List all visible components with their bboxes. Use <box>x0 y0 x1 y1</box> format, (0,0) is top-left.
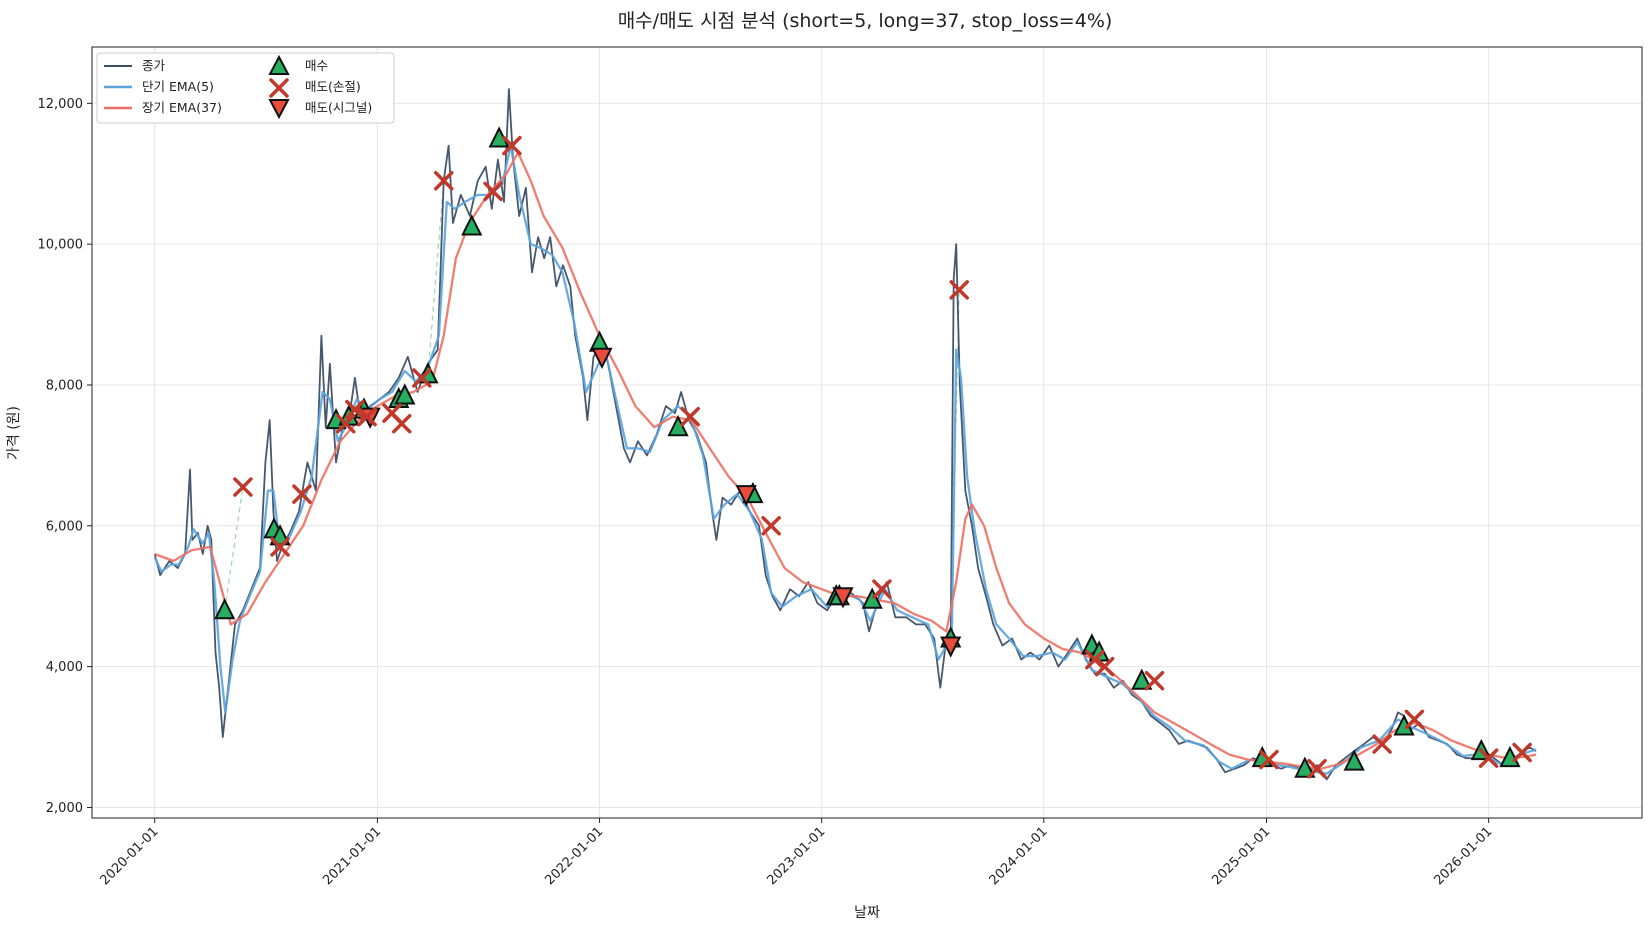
buy-marker <box>1343 749 1365 771</box>
sell-stop-marker <box>233 477 253 497</box>
ema-short-line <box>153 144 1537 775</box>
plot-frame <box>91 46 1643 819</box>
sell-stop-marker <box>872 579 892 599</box>
legend: 종가 단기 EMA(5) 장기 EMA(37) 매수 매도(손절) 매도(시그널… <box>96 52 395 124</box>
sell-stop-marker <box>1512 742 1532 763</box>
legend-ema-long-label: 장기 EMA(37) <box>142 100 222 115</box>
y-tick-label: 10,000 <box>38 238 84 253</box>
chart-title: 매수/매도 시점 분석 (short=5, long=37, stop_loss… <box>618 10 1113 32</box>
sell-stop-marker <box>270 537 290 557</box>
sell-stop-marker <box>392 413 412 434</box>
x-tick-label: 2024-01-01 <box>987 824 1051 888</box>
series-lines <box>153 88 1537 781</box>
x-tick-label: 2026-01-01 <box>1431 824 1495 888</box>
hold-lines <box>224 180 960 639</box>
y-tick-label: 4,000 <box>46 660 83 675</box>
legend-box <box>96 52 395 124</box>
sell-stop-marker <box>433 171 454 191</box>
sell-signal-marker <box>735 485 757 507</box>
close-price-line <box>153 88 1537 781</box>
y-tick-label: 2,000 <box>46 801 83 816</box>
buy-marker <box>1294 756 1316 778</box>
x-axis-ticks: 2020-01-01 2021-01-01 2022-01-01 2023-01-01… <box>97 818 1495 888</box>
legend-buy-label: 매수 <box>305 58 328 73</box>
legend-sell-signal-label: 매도(시그널) <box>305 100 372 115</box>
trade-markers <box>214 126 1532 779</box>
sell-stop-marker <box>1094 656 1115 677</box>
hold-period-line <box>224 486 244 611</box>
x-tick-label: 2020-01-01 <box>97 824 161 888</box>
sell-stop-marker <box>1404 709 1425 730</box>
sell-stop-marker <box>1478 748 1499 768</box>
x-tick-label: 2025-01-01 <box>1209 824 1273 888</box>
y-tick-label: 6,000 <box>46 519 83 534</box>
buy-marker <box>214 598 236 620</box>
sell-stop-marker <box>1307 758 1327 779</box>
buy-marker <box>394 383 416 405</box>
buy-marker <box>461 214 483 236</box>
sell-stop-marker <box>292 484 312 504</box>
sell-stop-marker <box>1144 670 1165 691</box>
sell-stop-marker <box>345 399 365 420</box>
y-axis-label: 가격 (원) <box>6 406 22 460</box>
sell-stop-marker <box>949 280 969 300</box>
y-tick-label: 8,000 <box>46 378 83 393</box>
grid <box>92 47 1642 818</box>
sell-stop-marker <box>336 413 356 434</box>
legend-close-label: 종가 <box>142 58 166 73</box>
sell-signal-marker <box>832 587 854 609</box>
sell-stop-marker <box>357 406 377 427</box>
y-tick-label: 12,000 <box>38 97 84 112</box>
legend-sell-signal-marker <box>268 99 290 120</box>
sell-stop-marker <box>483 181 503 202</box>
sell-signal-marker <box>940 636 962 658</box>
sell-stop-marker <box>412 368 432 388</box>
ema-long-line <box>154 151 1537 770</box>
x-tick-label: 2021-01-01 <box>320 824 384 888</box>
legend-buy-marker <box>268 54 290 75</box>
legend-sell-stop-label: 매도(손절) <box>305 79 361 94</box>
legend-ema-short-label: 단기 EMA(5) <box>142 79 214 94</box>
sell-stop-marker <box>680 406 700 427</box>
y-axis-ticks: 2,000 4,000 6,000 8,000 10,000 12,000 <box>38 97 92 816</box>
sell-signal-marker <box>591 347 613 370</box>
sell-stop-marker <box>1259 749 1279 770</box>
sell-stop-marker <box>1085 649 1105 670</box>
sell-stop-marker <box>1372 734 1392 754</box>
x-tick-label: 2023-01-01 <box>764 824 828 888</box>
buy-marker <box>269 524 291 546</box>
sell-stop-marker <box>502 135 522 156</box>
buy-marker <box>1131 668 1153 690</box>
x-tick-label: 2022-01-01 <box>542 824 606 888</box>
buy-marker <box>861 587 883 609</box>
x-axis-label: 날짜 <box>854 905 880 921</box>
legend-sell-stop-marker <box>269 78 289 98</box>
sell-stop-marker <box>761 516 781 536</box>
